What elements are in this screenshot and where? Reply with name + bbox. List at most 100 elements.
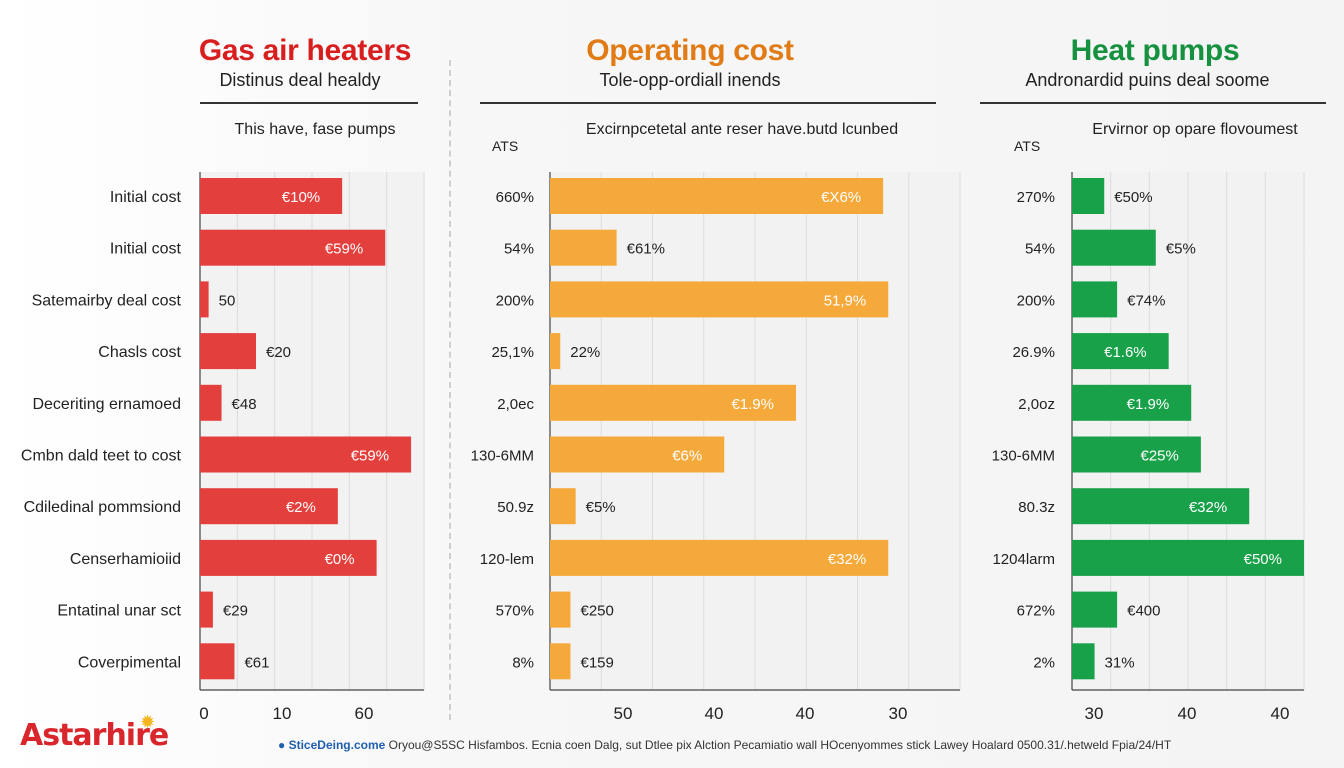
heat-ats-label: ATS (1014, 138, 1041, 154)
category-label: 130-6MM (471, 448, 534, 465)
gas-panel-rule (200, 102, 418, 104)
category-label: 26.9% (1012, 344, 1055, 361)
category-label: Censerhamioiid (70, 551, 181, 568)
x-tick-label: 40 (1178, 704, 1197, 723)
category-label: 672% (1017, 603, 1055, 620)
bar-operating-6 (550, 436, 725, 473)
data-label: €50% (1114, 189, 1152, 206)
category-label: 54% (1025, 241, 1055, 258)
category-label: Chasls cost (98, 344, 181, 361)
data-label: €25% (1141, 448, 1179, 465)
bar-operating-3 (550, 281, 889, 318)
data-label: €32% (828, 551, 866, 568)
data-label: €X6% (821, 189, 861, 206)
data-label: €61 (244, 654, 269, 671)
footer-dot-icon: ● (278, 738, 289, 752)
data-label: €50% (1244, 551, 1282, 568)
x-tick-label: 10 (273, 704, 292, 723)
operating-panel-rule (480, 102, 936, 104)
bar-operating-10 (550, 643, 571, 680)
data-label: 50 (219, 292, 236, 309)
data-label: €159 (581, 654, 614, 671)
x-tick-label: 50 (614, 704, 633, 723)
category-label: Cmbn dald teet to cost (21, 448, 182, 465)
category-label: 50.9z (497, 499, 534, 516)
bar-gas-6 (200, 436, 412, 473)
category-label: 660% (496, 189, 534, 206)
bar-operating-7 (550, 488, 576, 525)
category-label: 2,0ec (497, 396, 534, 413)
bar-gas-7 (200, 488, 338, 525)
panel-divider (449, 60, 451, 720)
data-label: €10% (282, 189, 320, 206)
category-label: 120-lem (480, 551, 534, 568)
logo-sun-icon: ✹ (140, 712, 156, 732)
heat-panel-note: Ervirnor op opare flovoumest (1092, 121, 1298, 138)
data-label: €74% (1127, 292, 1165, 309)
x-tick-label: 40 (796, 704, 815, 723)
x-tick-label: 30 (1085, 704, 1104, 723)
data-label: €20 (266, 344, 291, 361)
category-label: 130-6MM (992, 448, 1055, 465)
data-label: €0% (325, 551, 355, 568)
category-label: Deceriting ernamoed (32, 396, 181, 413)
category-label: 2,0oz (1018, 396, 1055, 413)
category-label: Initial cost (110, 189, 182, 206)
category-label: 80.3z (1018, 499, 1055, 516)
data-label: €6% (672, 448, 702, 465)
data-label: 51,9% (824, 292, 867, 309)
data-label: €400 (1127, 603, 1160, 620)
data-label: €29 (223, 603, 248, 620)
x-tick-label: 60 (355, 704, 374, 723)
bar-operating-1 (550, 178, 884, 214)
bar-heat-9 (1072, 591, 1118, 628)
operating-panel-subtitle: Tole-opp-ordiall inends (599, 70, 781, 90)
category-label: Coverpimental (78, 654, 181, 671)
data-label: €250 (581, 603, 614, 620)
x-tick-label: 30 (889, 704, 908, 723)
bar-gas-2 (200, 229, 386, 266)
data-label: €61% (627, 241, 665, 258)
bar-operating-2 (550, 229, 617, 266)
data-label: €1.9% (1127, 396, 1170, 413)
bar-heat-8 (1072, 539, 1304, 576)
data-label: €5% (586, 499, 616, 516)
bar-heat-3 (1072, 281, 1118, 318)
category-label: Cdiledinal pommsiond (24, 499, 181, 516)
bar-gas-1 (200, 178, 343, 214)
category-label: 25,1% (491, 344, 534, 361)
operating-panel-title: Operating cost (586, 34, 794, 67)
bar-heat-7 (1072, 488, 1250, 525)
gas-panel-title: Gas air heaters (198, 34, 412, 67)
data-label: 22% (570, 344, 600, 361)
brand-logo: Astarhire (20, 718, 169, 753)
bar-gas-3 (200, 281, 209, 318)
bar-heat-5 (1072, 384, 1192, 421)
bar-operating-5 (550, 384, 796, 421)
bar-operating-9 (550, 591, 571, 628)
footer-text: Oryou@S5SC Hisfambos. Ecnia coen Dalg, s… (385, 738, 1172, 752)
category-label: 1204larm (992, 551, 1055, 568)
category-label: 570% (496, 603, 534, 620)
gas-panel-subtitle: Distinus deal healdy (219, 70, 381, 90)
category-label: 8% (512, 654, 534, 671)
footer: ● SticeDeing.come Oryou@S5SC Hisfambos. … (278, 738, 1338, 752)
data-label: 31% (1105, 654, 1135, 671)
bar-heat-2 (1072, 229, 1156, 266)
heat-panel-subtitle: Andronardid puins deal soome (1025, 70, 1270, 90)
category-label: 54% (504, 241, 534, 258)
bar-gas-5 (200, 384, 222, 421)
footer-brand[interactable]: SticeDeing.come (288, 738, 386, 752)
x-tick-label: 40 (705, 704, 724, 723)
category-label: Initial cost (110, 241, 182, 258)
category-label: Satemairby deal cost (32, 292, 182, 309)
operating-ats-label: ATS (492, 138, 519, 154)
data-label: €1.9% (731, 396, 774, 413)
x-tick-label: 0 (199, 704, 208, 723)
operating-panel-note: Excirnpcetetal ante reser have.butd lcun… (585, 121, 899, 138)
x-tick-label: 40 (1271, 704, 1290, 723)
bar-gas-10 (200, 643, 235, 680)
category-label: 200% (496, 292, 534, 309)
bar-operating-8 (550, 539, 889, 576)
